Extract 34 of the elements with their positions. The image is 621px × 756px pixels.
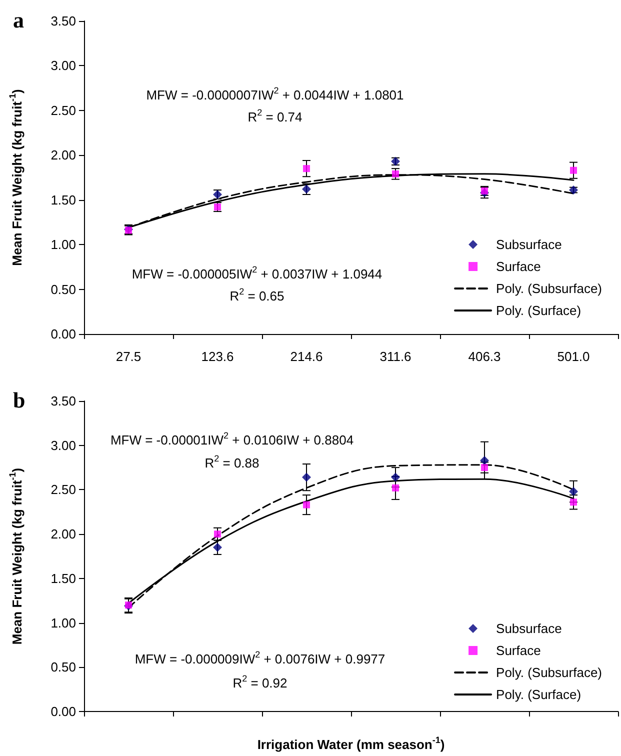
legend-label: Surface [496, 643, 541, 658]
y-axis-title: Mean Fruit Weight (kg fruit-1) [8, 468, 24, 645]
y-tick-label: 2.00 [50, 526, 76, 542]
legend-label: Poly. (Subsurface) [496, 665, 602, 680]
y-tick-label: 3.50 [50, 14, 76, 28]
y-tick-label: 0.50 [50, 282, 76, 297]
x-tick-label: 123.6 [201, 349, 234, 364]
y-tick-label: 2.50 [50, 482, 76, 498]
legend-label: Poly. (Surface) [496, 687, 582, 702]
y-tick-label: 2.50 [50, 102, 76, 118]
legend-label: Subsurface [496, 621, 562, 636]
x-tick-label: 406.3 [468, 349, 501, 364]
y-tick-label: 3.50 [50, 394, 76, 408]
y-axis-title: Mean Fruit Weight (kg fruit-1) [8, 89, 24, 266]
legend-label: Surface [496, 259, 541, 274]
x-tick-label: 311.6 [380, 349, 412, 364]
y-tick-label: 3.00 [50, 438, 76, 453]
legend-label: Poly. (Surface) [496, 303, 582, 318]
y-tick-label: 2.00 [50, 148, 76, 163]
legend-label: Poly. (Subsurface) [496, 281, 602, 296]
legend-label: Subsurface [496, 237, 562, 252]
chart-title: a [13, 8, 24, 32]
chart-title: b [13, 388, 26, 412]
x-tick-label: 27.5 [116, 349, 142, 364]
y-tick-label: 0.00 [50, 704, 76, 719]
y-tick-label: 1.00 [50, 615, 76, 630]
y-tick-label: 1.50 [50, 570, 76, 586]
x-tick-label: 214.6 [290, 349, 323, 364]
y-tick-label: 3.00 [50, 58, 76, 74]
y-tick-label: 1.50 [50, 192, 76, 208]
y-tick-label: 1.00 [50, 237, 76, 252]
y-tick-label: 0.00 [50, 326, 76, 342]
x-tick-label: 501.0 [557, 349, 590, 364]
y-tick-label: 0.50 [50, 660, 76, 675]
